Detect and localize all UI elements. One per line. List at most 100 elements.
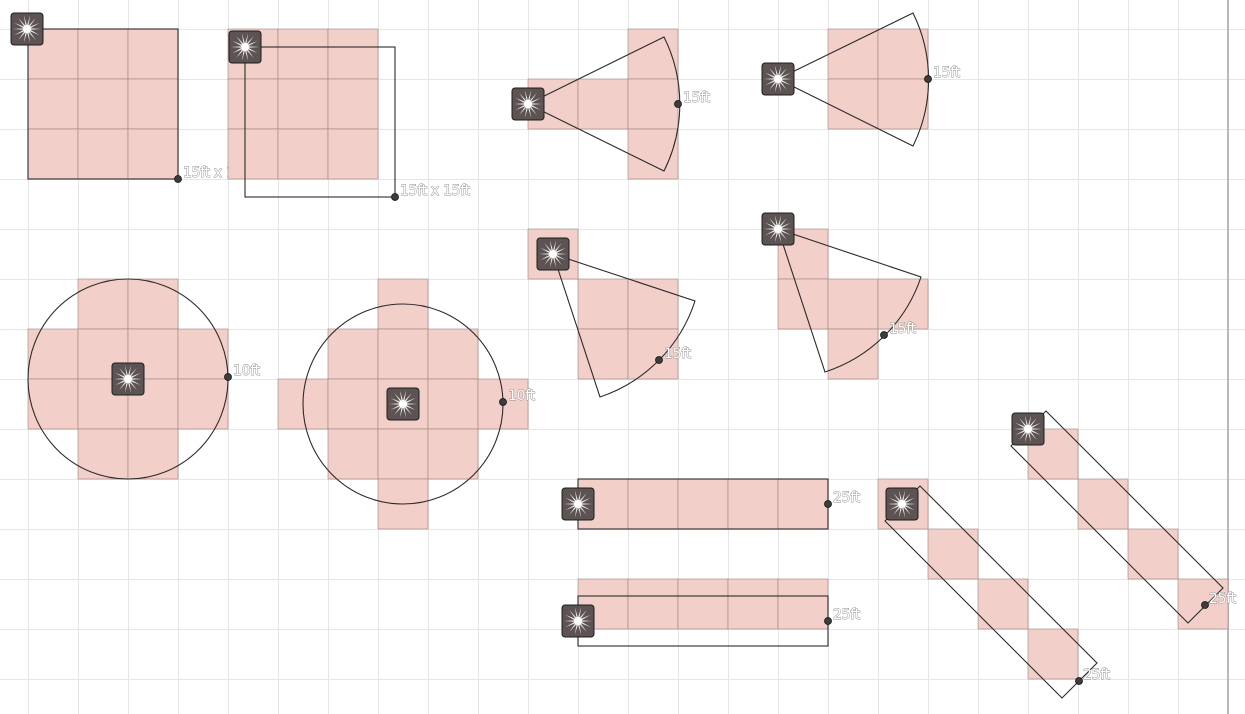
- affected-tile: [277, 378, 329, 430]
- spell-token[interactable]: [561, 604, 595, 638]
- affected-tile: [77, 428, 129, 480]
- template-cone-horizontal-a[interactable]: 15ft: [511, 28, 711, 180]
- template-label: 25ft: [1083, 667, 1111, 683]
- template-sphere-cell-center[interactable]: 10ft: [27, 278, 261, 480]
- affected-tiles: [577, 478, 829, 530]
- template-handle[interactable]: [1201, 601, 1209, 609]
- affected-tile: [77, 28, 129, 80]
- burst-core: [574, 617, 582, 625]
- affected-tile: [977, 578, 1029, 630]
- template-handle[interactable]: [824, 617, 832, 625]
- affected-tile: [827, 28, 879, 80]
- affected-tile: [177, 378, 229, 430]
- cube-outline: [27, 28, 179, 180]
- spell-burst-icon: [564, 490, 592, 518]
- affected-tile: [127, 428, 179, 480]
- spell-burst-icon: [1014, 415, 1042, 443]
- template-cube-corner[interactable]: 15ft x 15ft: [10, 12, 254, 183]
- template-handle[interactable]: [499, 398, 507, 406]
- affected-tile: [127, 278, 179, 330]
- affected-tile: [27, 378, 79, 430]
- affected-tile: [327, 28, 379, 80]
- template-label: 25ft: [1209, 591, 1237, 607]
- affected-tile: [327, 78, 379, 130]
- template-label: 10ft: [233, 363, 261, 379]
- template-handle[interactable]: [224, 373, 232, 381]
- affected-tiles: [777, 228, 929, 380]
- template-handle[interactable]: [174, 175, 182, 183]
- spell-token[interactable]: [536, 237, 570, 271]
- spell-burst-icon: [514, 90, 542, 118]
- template-cone-diagonal-a[interactable]: 15ft: [527, 228, 696, 398]
- affected-tiles: [877, 478, 1079, 680]
- affected-tiles: [527, 228, 679, 380]
- affected-tile: [127, 128, 179, 180]
- template-sphere-grid-corner[interactable]: 10ft: [277, 278, 536, 530]
- spell-token[interactable]: [386, 387, 420, 421]
- spell-burst-icon: [389, 390, 417, 418]
- affected-tile: [827, 328, 879, 380]
- spell-token[interactable]: [1011, 412, 1045, 446]
- affected-tile: [277, 28, 329, 80]
- affected-tile: [927, 528, 979, 580]
- spell-token[interactable]: [511, 87, 545, 121]
- affected-tile: [77, 278, 129, 330]
- spell-token[interactable]: [761, 212, 795, 246]
- template-line-diagonal-a[interactable]: 25ft: [877, 478, 1111, 699]
- template-line-horizontal-a[interactable]: 25ft: [561, 478, 861, 530]
- affected-tile: [77, 78, 129, 130]
- spell-token[interactable]: [228, 30, 262, 64]
- spell-token[interactable]: [111, 362, 145, 396]
- affected-tile: [677, 478, 729, 530]
- affected-tile: [827, 78, 879, 130]
- template-line-horizontal-b[interactable]: 25ft: [561, 578, 861, 647]
- spell-burst-icon: [539, 240, 567, 268]
- burst-core: [774, 225, 782, 233]
- burst-core: [574, 500, 582, 508]
- template-cube-offset[interactable]: 15ft x 15ft: [227, 28, 471, 201]
- affected-tile: [627, 278, 679, 330]
- affected-tile: [277, 128, 329, 180]
- template-handle[interactable]: [655, 356, 663, 364]
- affected-tile: [627, 578, 679, 630]
- spell-token[interactable]: [761, 62, 795, 96]
- affected-tile: [427, 428, 479, 480]
- template-cone-diagonal-b[interactable]: 15ft: [761, 212, 929, 380]
- template-handle[interactable]: [824, 500, 832, 508]
- spell-token[interactable]: [10, 12, 44, 46]
- spell-burst-icon: [764, 65, 792, 93]
- spell-burst-icon: [231, 33, 259, 61]
- affected-tile: [1027, 628, 1079, 680]
- affected-tile: [377, 328, 429, 380]
- affected-tile: [27, 78, 79, 130]
- affected-tile: [877, 278, 929, 330]
- spell-token[interactable]: [561, 487, 595, 521]
- template-handle[interactable]: [391, 193, 399, 201]
- affected-tile: [877, 78, 929, 130]
- affected-tile: [427, 378, 479, 430]
- affected-tile: [577, 78, 629, 130]
- affected-tile: [627, 78, 679, 130]
- affected-tiles: [527, 28, 679, 180]
- affected-tile: [227, 128, 279, 180]
- affected-tiles: [27, 28, 179, 180]
- burst-core: [774, 75, 782, 83]
- template-line-diagonal-b[interactable]: 25ft: [1010, 410, 1237, 630]
- affected-tiles: [227, 28, 379, 180]
- template-label: 15ft: [664, 346, 692, 362]
- affected-tile: [777, 478, 829, 530]
- affected-tile: [627, 328, 679, 380]
- template-handle[interactable]: [1075, 677, 1083, 685]
- affected-tile: [227, 78, 279, 130]
- template-handle[interactable]: [674, 100, 682, 108]
- template-cone-horizontal-b[interactable]: 15ft: [761, 12, 961, 147]
- spell-burst-icon: [564, 607, 592, 635]
- affected-tile: [627, 478, 679, 530]
- spell-burst-icon: [888, 490, 916, 518]
- template-handle[interactable]: [880, 331, 888, 339]
- spell-token[interactable]: [885, 487, 919, 521]
- template-handle[interactable]: [924, 75, 932, 83]
- burst-core: [124, 375, 132, 383]
- affected-tile: [77, 128, 129, 180]
